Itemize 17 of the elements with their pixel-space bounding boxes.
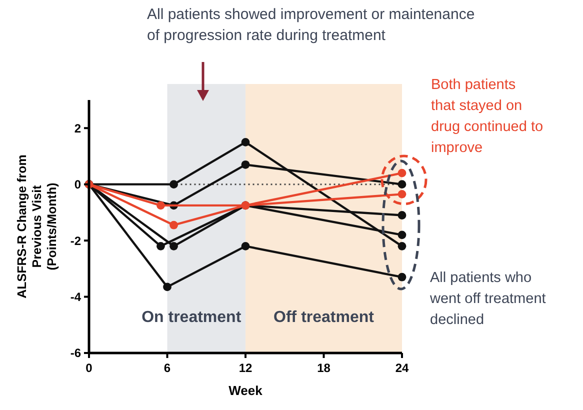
y-tick-label: 2 xyxy=(74,121,82,136)
y-tick-label: -6 xyxy=(70,346,82,360)
y-tick-label: -4 xyxy=(70,290,82,304)
y-axis-title: ALSFRS-R Change from Previous Visit (Points/Month) xyxy=(15,154,59,298)
y-tick-label: -2 xyxy=(70,234,82,248)
x-axis-title: Week xyxy=(228,383,264,398)
band-label: On treatment xyxy=(142,309,242,326)
x-tick-label: 6 xyxy=(164,361,171,375)
x-tick-label: 24 xyxy=(395,361,409,375)
text: Both patients that stayed on drug continued to improve xyxy=(431,77,544,156)
x-tick-label: 12 xyxy=(238,361,252,375)
y-tick-label: 0 xyxy=(74,178,82,192)
x-tick-label: 0 xyxy=(86,361,93,375)
x-tick-label: 18 xyxy=(317,361,331,375)
text: All patients who went off treatment declined xyxy=(429,270,546,328)
text: All patients showed improvement or maintenance of progression rate during treatment xyxy=(147,6,475,44)
band-label: Off treatment xyxy=(274,309,375,326)
